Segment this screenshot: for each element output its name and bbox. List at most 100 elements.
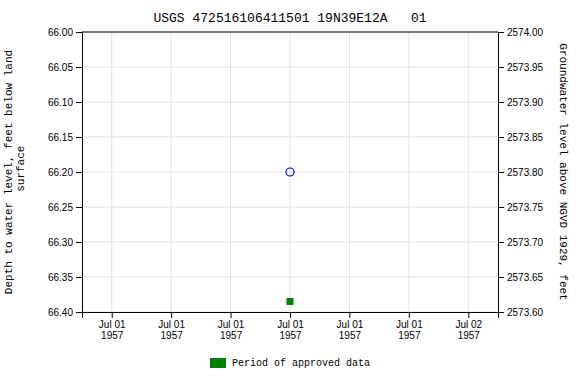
tick-label: 2573.60 [507,307,544,318]
tick-mark [76,137,82,138]
series [286,168,294,176]
tick-mark [468,312,469,318]
tick-label: 2573.65 [507,272,544,283]
tick: 2573.95 [498,62,544,73]
tick-mark [76,277,82,278]
tick: Jul 011957 [158,312,185,341]
axis-title: Groundwater level above NGVD 1929, feet [557,43,569,300]
tick-mark [498,242,504,243]
grid-line [290,32,291,312]
tick-mark [76,207,82,208]
tick-label: 66.20 [48,167,73,178]
tick-mark [498,102,504,103]
y2-axis: 2573.60 2573.65 2573.70 2573.75 2573.80 2573.… [498,27,544,318]
tick-label: 66.25 [48,202,73,213]
tick: 66.10 [48,97,82,108]
tick-mark [498,137,504,138]
x-axis: Jul 011957 Jul 011957 Jul 011957 Jul 011957… [83,312,499,341]
marks [286,168,294,305]
tick: 66.20 [48,167,82,178]
tick-label: Jul 011957 [218,319,245,341]
tick: Jul 011957 [277,312,304,341]
tick-label: 2573.80 [507,167,544,178]
tick-mark [171,312,172,318]
tick: Jul 011957 [396,312,423,341]
tick: 2573.70 [498,237,544,248]
tick-mark [409,312,410,318]
legend: Period of approved data [210,358,370,369]
grid-line [468,32,469,312]
tick: Jul 011957 [99,312,126,341]
axis-line [76,33,83,313]
tick: 2573.60 [498,307,544,318]
tick-label: 66.15 [48,132,73,143]
plot: 66.00 66.05 66.10 66.15 66.20 66.25 66.30 66.35… [48,27,544,341]
tick-label: 2573.70 [507,237,544,248]
grid-line [230,32,231,312]
grid-line [171,32,172,312]
axis-line [499,33,505,313]
tick-mark [498,207,504,208]
tick-label: 66.05 [48,62,73,73]
tick: 66.35 [48,272,82,283]
tick-mark [76,172,82,173]
tick: 2573.90 [498,97,544,108]
grid-line [349,32,350,312]
tick: 2574.00 [498,27,544,38]
series [287,298,294,305]
grid-line [408,32,409,312]
tick: 2573.65 [498,272,544,283]
axis-title: Depth to water level, feet below land su… [3,50,27,294]
tick-label: Jul 011957 [337,319,364,341]
tick-label: Jul 021957 [455,319,482,341]
tick-mark [76,32,82,33]
tick-mark [76,312,82,313]
tick: 2573.75 [498,202,544,213]
axis-line [83,313,499,319]
tick: 2573.85 [498,132,544,143]
tick-label: 66.00 [48,27,73,38]
point [286,168,294,176]
tick: Jul 011957 [337,312,364,341]
tick-mark [498,277,504,278]
tick: 66.25 [48,202,82,213]
tick: Jul 021957 [455,312,482,341]
tick-mark [290,312,291,318]
tick-mark [76,67,82,68]
tick-label: Jul 011957 [396,319,423,341]
tick-mark [498,67,504,68]
tick-label: 2573.75 [507,202,544,213]
tick: Jul 011957 [218,312,245,341]
legend-label: Period of approved data [232,358,370,369]
tick: 66.15 [48,132,82,143]
grid-line [82,32,498,33]
grid [82,32,498,312]
tick-label: 66.30 [48,237,73,248]
tick-label: 2573.90 [507,97,544,108]
tick-label: Jul 011957 [277,319,304,341]
tick-label: 66.40 [48,307,73,318]
tick-mark [349,312,350,318]
legend-swatch [210,358,226,368]
grid-line [111,32,112,312]
chart: 66.00 66.05 66.10 66.15 66.20 66.25 66.30 66.35… [0,0,576,384]
tick: 66.30 [48,237,82,248]
tick-mark [76,102,82,103]
title: USGS 472516106411501 19N39E12A 01 [153,11,426,26]
tick: 66.00 [48,27,82,38]
tick-label: 2574.00 [507,27,544,38]
tick-label: Jul 011957 [158,319,185,341]
tick-label: Jul 011957 [99,319,126,341]
tick-label: 2573.85 [507,132,544,143]
frame-line [82,32,498,33]
tick: 66.40 [48,307,82,318]
tick-mark [76,242,82,243]
tick-label: 66.35 [48,272,73,283]
tick-mark [231,312,232,318]
tick: 2573.80 [498,167,544,178]
tick-mark [112,312,113,318]
point [287,298,294,305]
tick: 66.05 [48,62,82,73]
tick-mark [498,172,504,173]
y-axis: 66.00 66.05 66.10 66.15 66.20 66.25 66.30 66.35… [48,27,83,318]
